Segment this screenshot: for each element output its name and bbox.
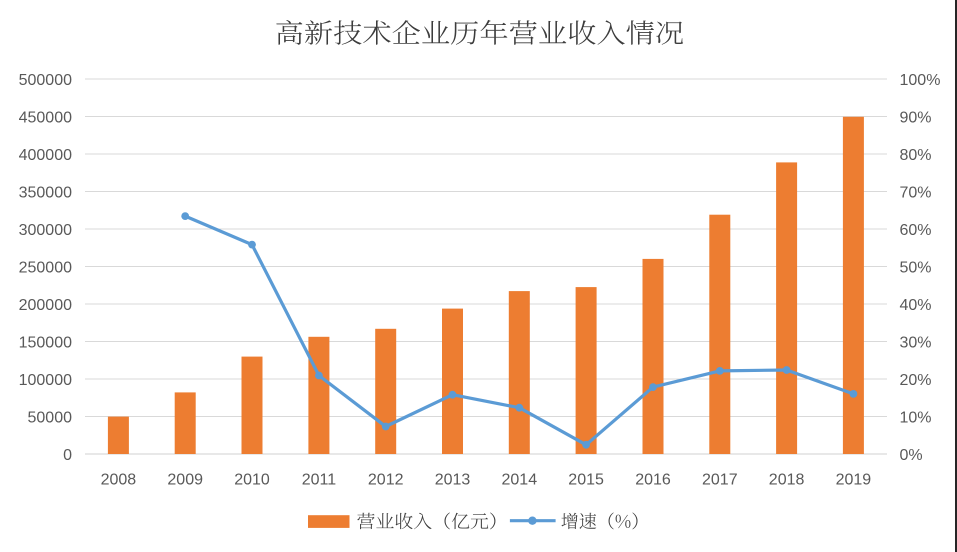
- svg-text:60%: 60%: [900, 222, 932, 239]
- svg-text:2014: 2014: [502, 471, 538, 488]
- svg-text:2016: 2016: [635, 471, 671, 488]
- svg-text:50000: 50000: [28, 410, 73, 427]
- svg-text:2009: 2009: [167, 471, 203, 488]
- svg-text:70%: 70%: [900, 185, 932, 202]
- svg-text:300000: 300000: [19, 222, 72, 239]
- svg-text:2015: 2015: [568, 471, 604, 488]
- svg-text:2013: 2013: [435, 471, 471, 488]
- svg-text:0: 0: [63, 447, 72, 464]
- svg-text:20%: 20%: [900, 372, 932, 389]
- svg-text:30%: 30%: [900, 335, 932, 352]
- svg-text:2010: 2010: [234, 471, 270, 488]
- svg-text:10%: 10%: [900, 410, 932, 427]
- svg-text:450000: 450000: [19, 110, 72, 127]
- svg-text:500000: 500000: [19, 72, 72, 89]
- svg-text:2012: 2012: [368, 471, 404, 488]
- svg-text:100%: 100%: [900, 72, 941, 89]
- svg-text:250000: 250000: [19, 260, 72, 277]
- svg-text:150000: 150000: [19, 335, 72, 352]
- svg-text:50%: 50%: [900, 260, 932, 277]
- svg-text:90%: 90%: [900, 110, 932, 127]
- svg-text:200000: 200000: [19, 297, 72, 314]
- svg-text:2011: 2011: [302, 471, 337, 488]
- svg-text:2008: 2008: [101, 471, 137, 488]
- svg-text:2018: 2018: [769, 471, 805, 488]
- svg-text:0%: 0%: [900, 447, 923, 464]
- svg-text:2019: 2019: [836, 471, 872, 488]
- svg-text:100000: 100000: [19, 372, 72, 389]
- svg-text:40%: 40%: [900, 297, 932, 314]
- svg-text:80%: 80%: [900, 147, 932, 164]
- svg-text:400000: 400000: [19, 147, 72, 164]
- svg-text:350000: 350000: [19, 185, 72, 202]
- svg-text:2017: 2017: [702, 471, 738, 488]
